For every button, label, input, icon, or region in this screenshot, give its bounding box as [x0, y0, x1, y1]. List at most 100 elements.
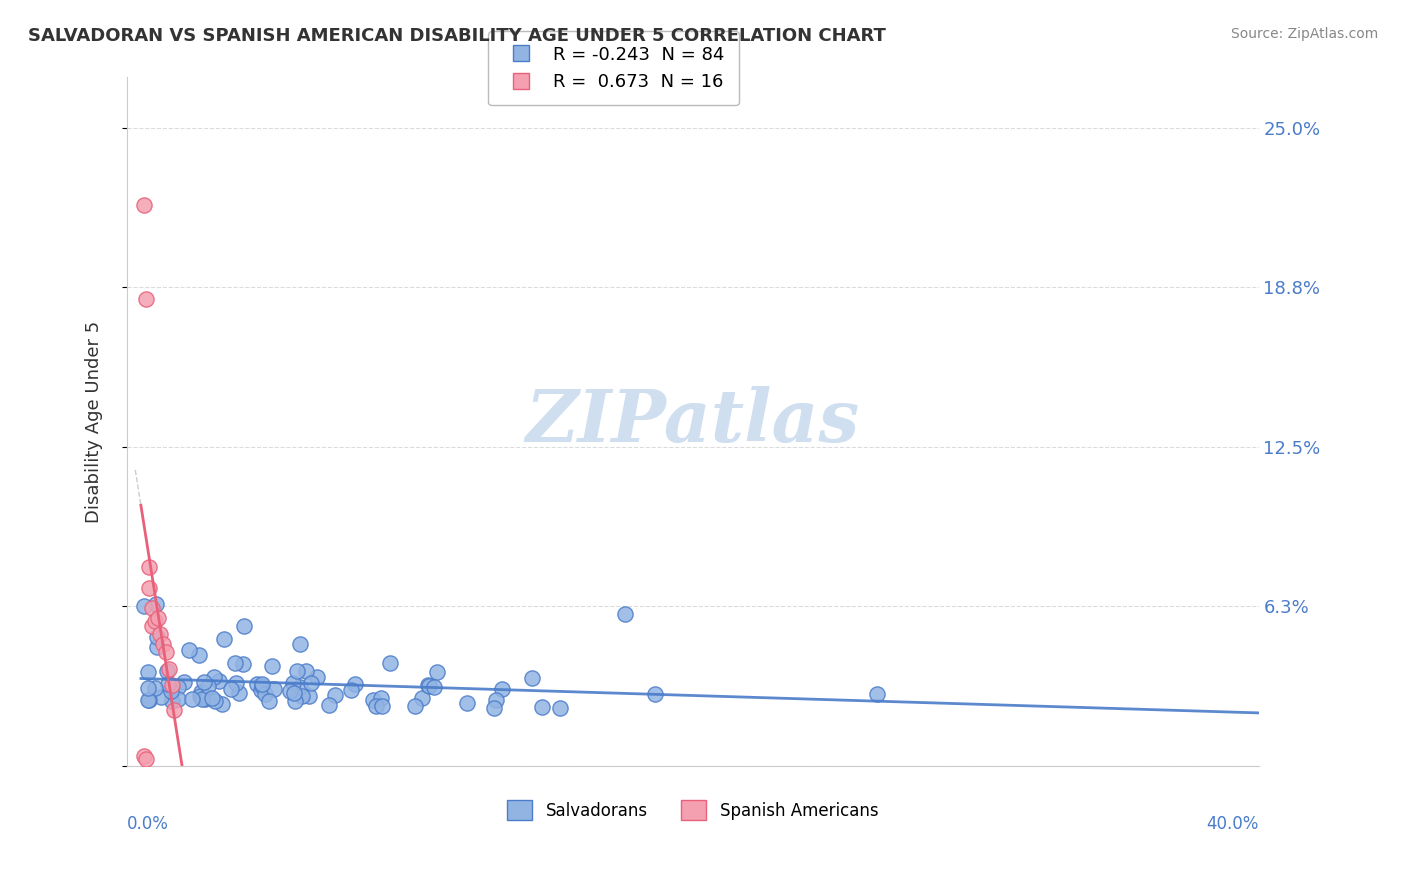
Point	[138, 693, 160, 707]
Point	[191, 692, 214, 706]
Point	[283, 686, 305, 700]
Point	[520, 671, 543, 685]
Point	[284, 694, 307, 708]
Point	[232, 657, 254, 672]
Point	[224, 656, 246, 670]
Point	[548, 701, 571, 715]
Point	[180, 691, 202, 706]
Point	[155, 664, 177, 678]
Point	[211, 697, 233, 711]
Y-axis label: Disability Age Under 5: Disability Age Under 5	[86, 321, 103, 523]
Point	[299, 676, 322, 690]
Point	[456, 696, 478, 710]
Point	[187, 648, 209, 662]
Point	[361, 692, 384, 706]
Point	[307, 670, 329, 684]
Point	[195, 690, 218, 705]
Point	[423, 680, 446, 694]
Point	[253, 687, 276, 701]
Point	[250, 682, 273, 697]
Point	[146, 630, 169, 644]
Point	[245, 677, 267, 691]
Point	[145, 598, 167, 612]
Point	[288, 680, 311, 694]
Point	[257, 694, 280, 708]
Point	[141, 601, 163, 615]
Point	[190, 685, 212, 699]
Point	[160, 683, 183, 698]
Point	[167, 692, 190, 706]
Point	[250, 680, 273, 694]
Point	[221, 681, 243, 696]
Point	[179, 643, 201, 657]
Point	[366, 698, 388, 713]
Point	[135, 752, 157, 766]
Point	[298, 690, 321, 704]
Point	[136, 681, 159, 695]
Legend: Salvadorans, Spanish Americans: Salvadorans, Spanish Americans	[501, 793, 884, 827]
Point	[371, 698, 394, 713]
Point	[155, 644, 177, 658]
Point	[283, 676, 305, 690]
Point	[202, 670, 225, 684]
Point	[411, 690, 433, 705]
Point	[214, 632, 236, 646]
Point	[291, 690, 314, 704]
Point	[188, 690, 211, 704]
Point	[132, 198, 155, 212]
Point	[160, 678, 183, 692]
Point	[280, 684, 302, 698]
Point	[295, 664, 318, 678]
Point	[228, 686, 250, 700]
Point	[340, 683, 363, 698]
Point	[260, 659, 283, 673]
Point	[152, 637, 174, 651]
Point	[149, 626, 172, 640]
Point	[193, 675, 215, 690]
Point	[318, 698, 340, 712]
Point	[416, 677, 439, 691]
Point	[204, 694, 226, 708]
Point	[378, 657, 401, 671]
Point	[404, 699, 426, 714]
Point	[157, 676, 180, 690]
Point	[163, 703, 186, 717]
Point	[167, 680, 190, 694]
Point	[201, 691, 224, 706]
Point	[138, 581, 160, 595]
Point	[150, 690, 173, 704]
Text: ZIPatlas: ZIPatlas	[526, 386, 860, 458]
Point	[344, 677, 367, 691]
Point	[143, 614, 166, 628]
Point	[141, 619, 163, 633]
Point	[160, 694, 183, 708]
Point	[866, 687, 889, 701]
Text: Source: ZipAtlas.com: Source: ZipAtlas.com	[1230, 27, 1378, 41]
Point	[233, 619, 256, 633]
Point	[285, 664, 308, 678]
Text: 0.0%: 0.0%	[127, 814, 169, 832]
Point	[250, 677, 273, 691]
Point	[208, 674, 231, 689]
Point	[485, 693, 508, 707]
Point	[370, 691, 392, 706]
Text: SALVADORAN VS SPANISH AMERICAN DISABILITY AGE UNDER 5 CORRELATION CHART: SALVADORAN VS SPANISH AMERICAN DISABILIT…	[28, 27, 886, 45]
Point	[138, 560, 160, 574]
Point	[288, 637, 311, 651]
Point	[482, 701, 505, 715]
Point	[132, 749, 155, 764]
Point	[644, 688, 666, 702]
Point	[146, 640, 169, 655]
Point	[613, 607, 636, 621]
Point	[136, 665, 159, 680]
Point	[136, 693, 159, 707]
Point	[197, 679, 219, 693]
Point	[225, 676, 247, 690]
Point	[426, 665, 449, 680]
Point	[531, 700, 554, 714]
Point	[263, 681, 285, 696]
Point	[132, 599, 155, 614]
Point	[323, 689, 346, 703]
Point	[173, 675, 195, 690]
Point	[135, 293, 157, 307]
